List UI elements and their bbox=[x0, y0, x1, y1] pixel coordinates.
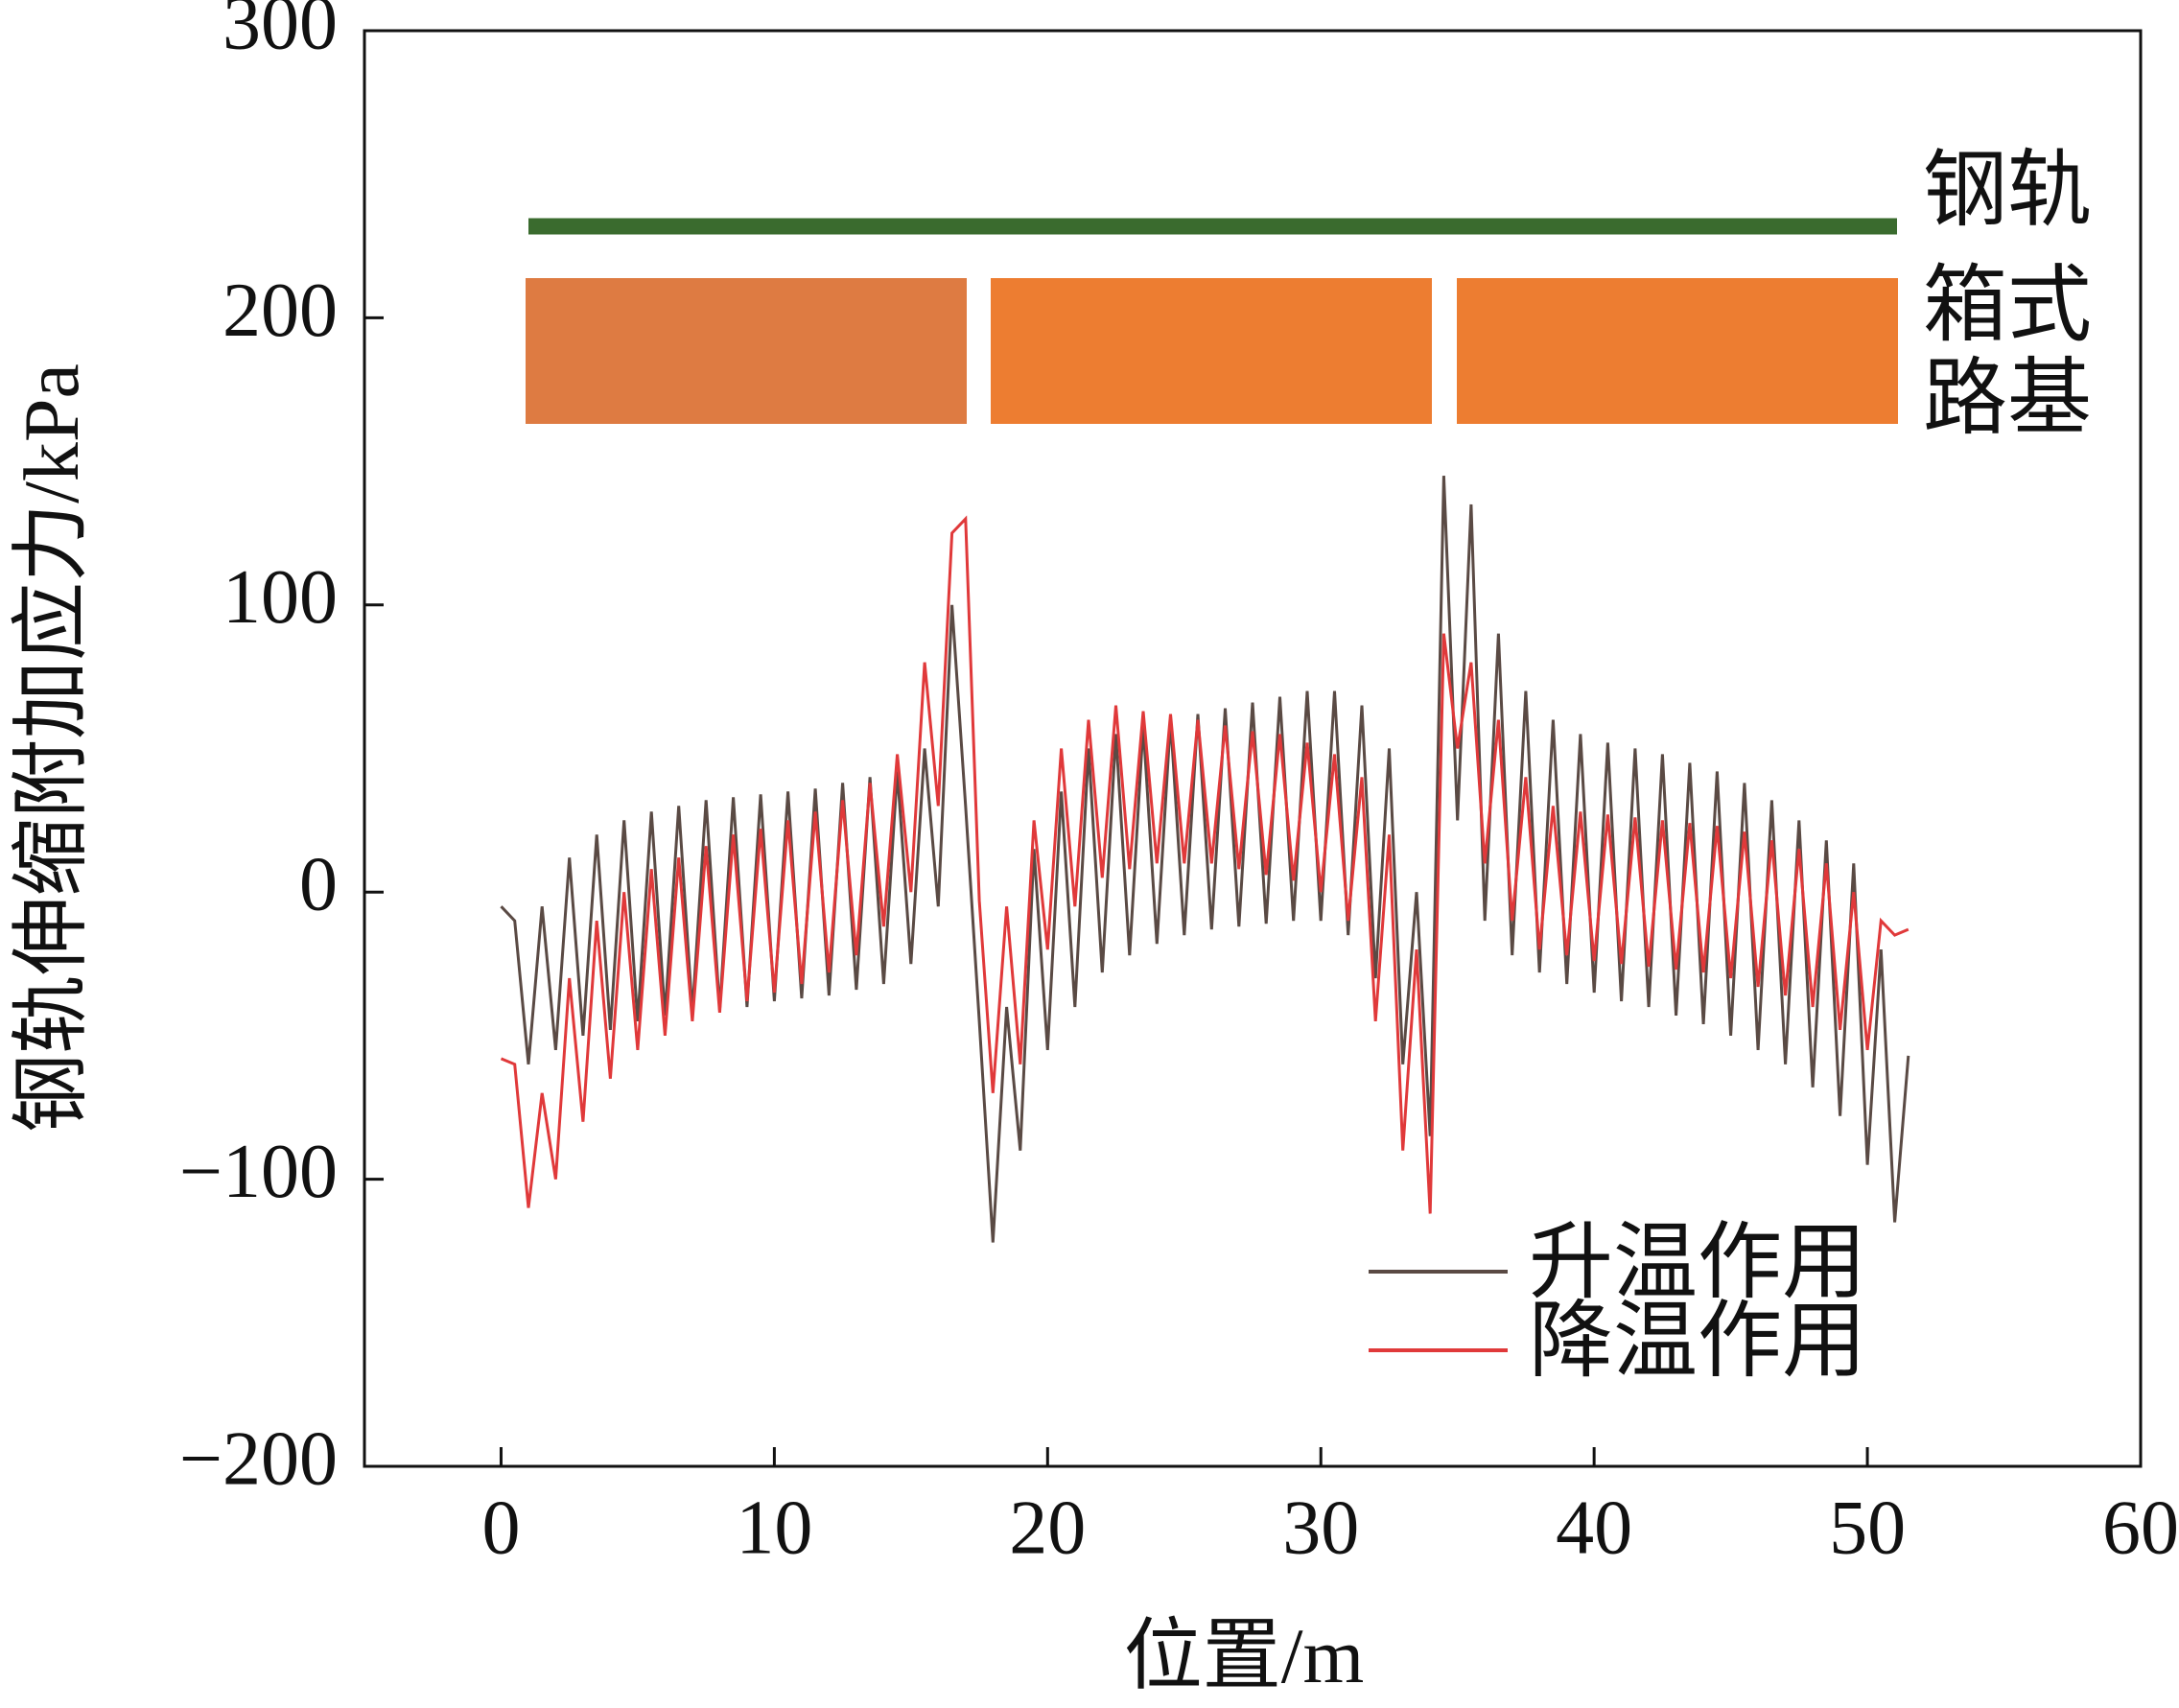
x-tick-label: 60 bbox=[2102, 1486, 2179, 1570]
x-tick-label: 20 bbox=[1009, 1486, 1086, 1570]
y-tick-label: 100 bbox=[223, 555, 338, 640]
subgrade-block bbox=[1457, 278, 1898, 424]
plot-frame bbox=[363, 29, 2143, 1468]
y-tick-label: 200 bbox=[223, 269, 338, 353]
x-tick-label: 10 bbox=[736, 1486, 812, 1570]
data-line bbox=[500, 515, 1910, 1214]
x-tick-label: 40 bbox=[1556, 1486, 1632, 1570]
subgrade-label: 箱式 bbox=[1923, 260, 2092, 353]
subgrade-block bbox=[991, 278, 1432, 424]
legend-label: 降温作用 bbox=[1529, 1296, 1866, 1389]
x-tick-label: 50 bbox=[1829, 1486, 1906, 1570]
y-tick-label: 300 bbox=[223, 0, 338, 65]
y-tick-label: −100 bbox=[179, 1130, 338, 1214]
y-tick-label: −200 bbox=[179, 1416, 338, 1501]
legend-label: 升温作用 bbox=[1529, 1217, 1866, 1310]
rail-label: 钢轨 bbox=[1923, 145, 2092, 238]
x-axis-label: 位置/m bbox=[1124, 1612, 1365, 1699]
subgrade-label: 路基 bbox=[1923, 353, 2092, 446]
x-tick-label: 30 bbox=[1282, 1486, 1359, 1570]
x-tick-label: 0 bbox=[481, 1486, 520, 1570]
subgrade-block bbox=[526, 278, 967, 424]
data-line bbox=[500, 476, 1910, 1243]
y-tick-label: 0 bbox=[299, 843, 338, 927]
y-axis-label: 钢轨伸缩附加应力/kPa bbox=[8, 363, 95, 1133]
